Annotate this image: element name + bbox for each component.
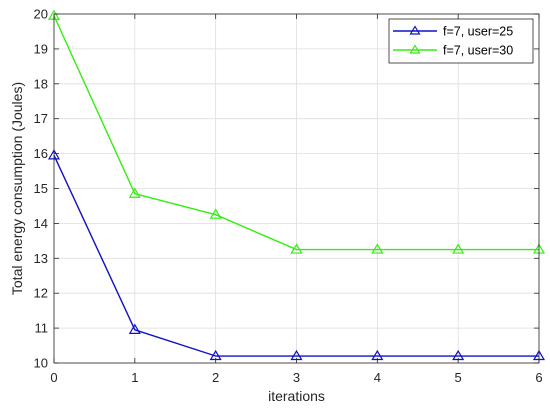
legend-entry-series-2: f=7, user=30 [393, 44, 513, 58]
x-axis-label: iterations [268, 388, 325, 404]
x-tick-label-1: 1 [131, 370, 138, 385]
series-2-point-1 [128, 187, 141, 198]
legend-label-series-2: f=7, user=30 [443, 44, 513, 58]
legend-label-series-1: f=7, user=25 [443, 25, 513, 39]
y-tick-label-16: 16 [34, 146, 48, 161]
x-tick-label-2: 2 [212, 370, 219, 385]
series-2-point-4 [371, 243, 384, 254]
series-2-line [53, 15, 539, 251]
x-tick-label-5: 5 [455, 370, 462, 385]
legend-entry-series-1: f=7, user=25 [393, 25, 513, 39]
y-tick-label-15: 15 [34, 181, 48, 196]
x-tick-label-3: 3 [293, 370, 300, 385]
legend: f=7, user=25 f=7, user=30 [388, 18, 534, 64]
y-tick-label-20: 20 [34, 7, 48, 22]
x-tick-label-0: 0 [50, 370, 57, 385]
y-tick-label-17: 17 [34, 111, 48, 126]
series-1-line [53, 155, 539, 357]
y-tick-label-19: 19 [34, 41, 48, 56]
y-tick-label-18: 18 [34, 76, 48, 91]
y-tick-label-10: 10 [34, 356, 48, 371]
y-tick-label-12: 12 [34, 286, 48, 301]
y-tick-label-13: 13 [34, 251, 48, 266]
x-tick-label-4: 4 [374, 370, 381, 385]
legend-box [388, 18, 534, 64]
series-2-point-5 [452, 243, 465, 254]
y-tick-label-14: 14 [34, 216, 48, 231]
x-tick-label-6: 6 [535, 370, 542, 385]
series-2-point-2 [209, 208, 222, 219]
y-axis-label: Total energy consumption (Joules) [9, 82, 25, 295]
series-1-point-1 [128, 323, 141, 334]
series-2-point-3 [290, 243, 303, 254]
legend-marker-series-1 [409, 25, 421, 35]
y-tick-label-11: 11 [35, 321, 49, 336]
legend-marker-series-2 [409, 44, 421, 54]
